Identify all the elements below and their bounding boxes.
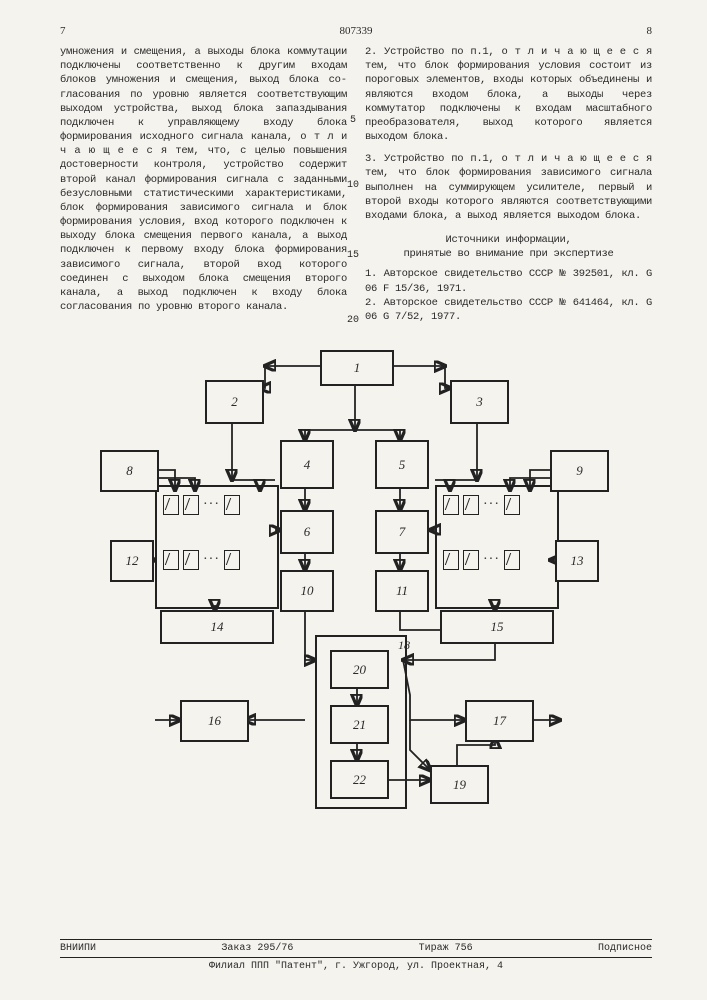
page-num-left: 7	[60, 25, 66, 37]
block-8: 8	[100, 450, 159, 492]
footer-tirazh: Тираж 756	[419, 943, 473, 954]
switch-row-l1: ···	[163, 495, 240, 515]
block-2: 2	[205, 380, 264, 424]
switch-row-l2: ···	[163, 550, 240, 570]
source-2: 2. Авторское свидетельство СССР № 641464…	[365, 296, 652, 324]
block-4: 4	[280, 440, 334, 489]
source-1: 1. Авторское свидетельство СССР № 392501…	[365, 267, 652, 295]
block-6: 6	[280, 510, 334, 554]
column-1: умножения и смещения, а выходы бло­ка ко…	[60, 45, 347, 324]
block-16: 16	[180, 700, 249, 742]
block-20: 20	[330, 650, 389, 689]
block-15: 15	[440, 610, 554, 644]
footer-org: ВНИИПИ	[60, 943, 96, 954]
column-2: 2. Устройство по п.1, о т л и ­ч а ю щ е…	[365, 45, 652, 324]
block-9: 9	[550, 450, 609, 492]
switch-row-r2: ···	[443, 550, 520, 570]
switch-row-r1: ···	[443, 495, 520, 515]
footer-order: Заказ 295/76	[221, 943, 293, 954]
block-22: 22	[330, 760, 389, 799]
block-5: 5	[375, 440, 429, 489]
footer-sub: Подписное	[598, 943, 652, 954]
block-10: 10	[280, 570, 334, 612]
block-17: 17	[465, 700, 534, 742]
line-num-15: 15	[347, 250, 359, 261]
block-7: 7	[375, 510, 429, 554]
footer-address: Филиал ППП "Патент", г. Ужгород, ул. Про…	[60, 957, 652, 972]
block-19: 19	[430, 765, 489, 804]
page-num-right: 8	[647, 25, 653, 37]
block-diagram: ··· ··· ··· ··· 18 123456789101112131415…	[100, 350, 620, 850]
block-14: 14	[160, 610, 274, 644]
line-num-5: 5	[350, 115, 356, 126]
block-11: 11	[375, 570, 429, 612]
block-13: 13	[555, 540, 599, 582]
sources-title: Источники информации, принятые во вниман…	[365, 233, 652, 261]
line-num-20: 20	[347, 315, 359, 326]
claim-2: 2. Устройство по п.1, о т л и ­ч а ю щ е…	[365, 45, 652, 144]
claim-3: 3. Устройство по п.1, о т л и ­ч а ю щ е…	[365, 152, 652, 223]
label-18: 18	[398, 638, 410, 653]
block-3: 3	[450, 380, 509, 424]
footer: ВНИИПИ Заказ 295/76 Тираж 756 Подписное …	[60, 939, 652, 972]
block-1: 1	[320, 350, 394, 386]
block-12: 12	[110, 540, 154, 582]
patent-number: 807339	[340, 25, 373, 37]
line-num-10: 10	[347, 180, 359, 191]
block-21: 21	[330, 705, 389, 744]
